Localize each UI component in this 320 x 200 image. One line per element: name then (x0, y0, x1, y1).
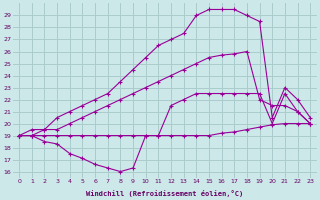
X-axis label: Windchill (Refroidissement éolien,°C): Windchill (Refroidissement éolien,°C) (86, 190, 243, 197)
